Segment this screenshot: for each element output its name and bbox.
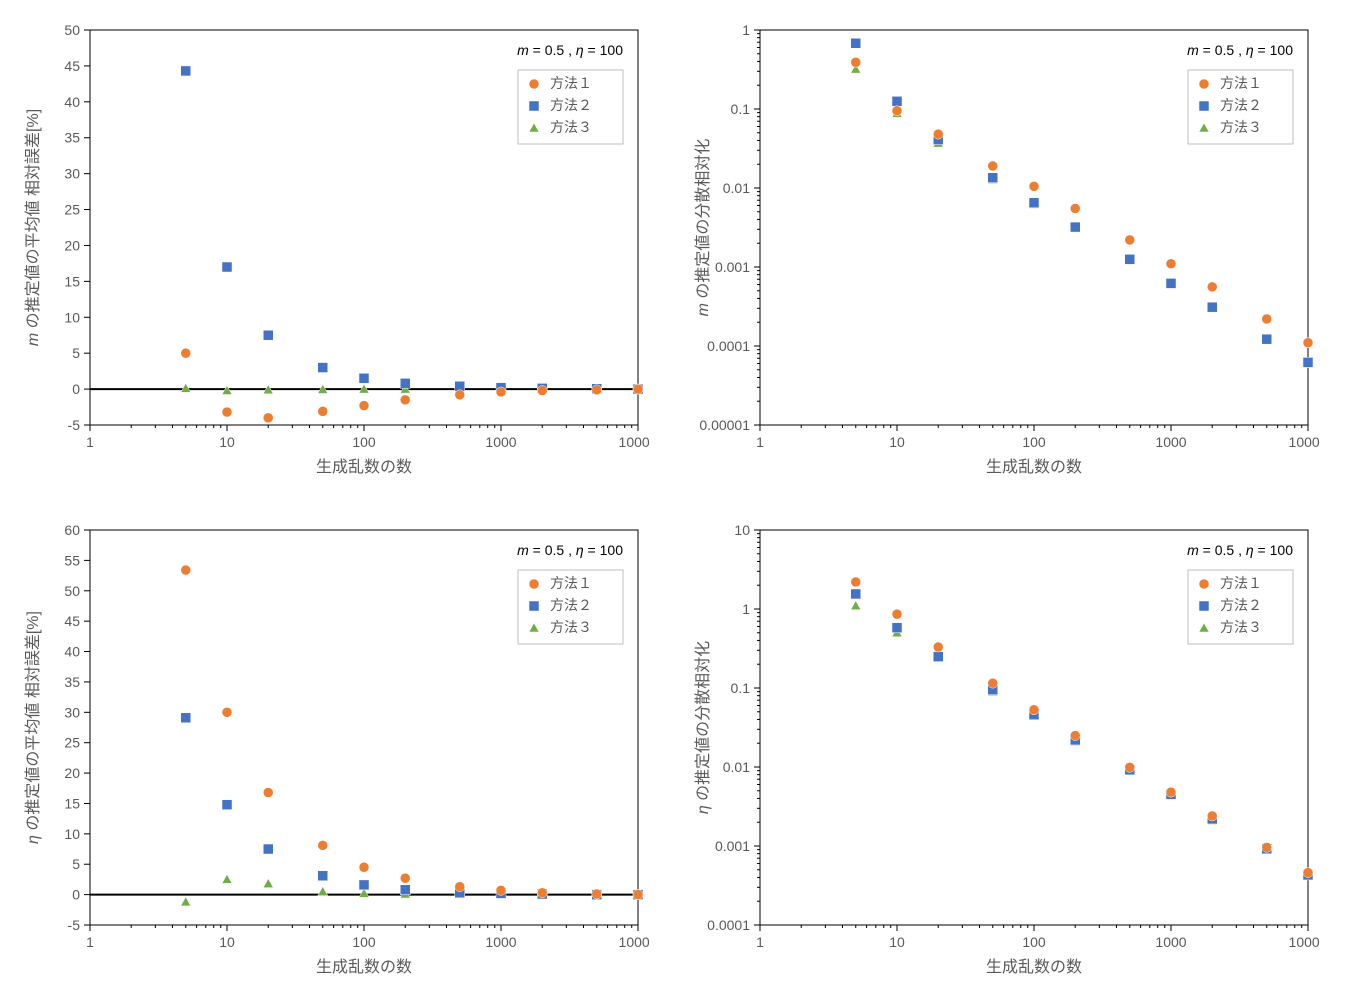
svg-text:η の推定値の分散相対化: η の推定値の分散相対化 bbox=[694, 641, 712, 814]
svg-text:25: 25 bbox=[64, 735, 80, 751]
svg-text:0: 0 bbox=[72, 887, 80, 903]
svg-text:20: 20 bbox=[64, 237, 80, 253]
svg-text:35: 35 bbox=[64, 130, 80, 146]
svg-text:100: 100 bbox=[1022, 934, 1046, 950]
svg-text:10000: 10000 bbox=[1288, 434, 1319, 450]
svg-text:m の推定値の分散相対化: m の推定値の分散相対化 bbox=[694, 139, 712, 317]
svg-text:1: 1 bbox=[756, 934, 764, 950]
svg-text:10000: 10000 bbox=[619, 434, 650, 450]
svg-text:10: 10 bbox=[734, 522, 750, 538]
svg-text:15: 15 bbox=[64, 273, 80, 289]
panel-top-left: 1 10 100 1000 10000 -5 0 5 10 15 20 25 30 35 40 45 50 生成乱… bbox=[20, 20, 660, 480]
svg-text:1: 1 bbox=[86, 434, 94, 450]
svg-text:方法３: 方法３ bbox=[1220, 619, 1262, 635]
svg-text:1000: 1000 bbox=[485, 934, 516, 950]
svg-text:40: 40 bbox=[64, 94, 80, 110]
svg-text:10000: 10000 bbox=[619, 934, 650, 950]
svg-text:10: 10 bbox=[889, 934, 905, 950]
svg-text:方法２: 方法２ bbox=[1220, 97, 1262, 113]
svg-text:20: 20 bbox=[64, 765, 80, 781]
svg-text:方法１: 方法１ bbox=[550, 75, 592, 91]
chart-svg-tr: 1 10 100 1000 10000 0.00001 0.0001 0.001 0.01 0.1… bbox=[690, 20, 1320, 480]
svg-text:方法２: 方法２ bbox=[550, 97, 592, 113]
svg-text:100: 100 bbox=[352, 934, 376, 950]
svg-text:1: 1 bbox=[742, 22, 750, 38]
svg-text:0.0001: 0.0001 bbox=[707, 917, 750, 933]
svg-text:10: 10 bbox=[889, 434, 905, 450]
chart-svg-br: 1 10 100 1000 10000 0.0001 0.001 0.01 0.1 1 10 生成乱数… bbox=[690, 520, 1320, 980]
chart-svg-tl: 1 10 100 1000 10000 -5 0 5 10 15 20 25 30 35 40 45 50 生成乱… bbox=[20, 20, 650, 480]
svg-text:5: 5 bbox=[72, 856, 80, 872]
svg-text:1000: 1000 bbox=[1155, 434, 1186, 450]
svg-text:25: 25 bbox=[64, 202, 80, 218]
svg-text:方法３: 方法３ bbox=[550, 619, 592, 635]
panel-top-right: 1 10 100 1000 10000 0.00001 0.0001 0.001 0.01 0.1… bbox=[690, 20, 1330, 480]
svg-text:10000: 10000 bbox=[1288, 934, 1319, 950]
svg-text:30: 30 bbox=[64, 166, 80, 182]
svg-text:50: 50 bbox=[64, 583, 80, 599]
svg-text:m = 0.5 , η = 100: m = 0.5 , η = 100 bbox=[1187, 42, 1293, 58]
svg-text:生成乱数の数: 生成乱数の数 bbox=[985, 458, 1081, 476]
svg-text:m = 0.5 , η = 100: m = 0.5 , η = 100 bbox=[1187, 542, 1293, 558]
svg-text:0.001: 0.001 bbox=[714, 259, 749, 275]
panel-bottom-left: 1 10 100 1000 10000 -5 0 5 10 15 20 25 30 35 40 45 50 55 6… bbox=[20, 520, 660, 980]
svg-text:m の推定値の平均値 相対誤差[%]: m の推定値の平均値 相対誤差[%] bbox=[24, 109, 42, 346]
svg-text:生成乱数の数: 生成乱数の数 bbox=[985, 958, 1081, 976]
svg-text:10: 10 bbox=[64, 826, 80, 842]
svg-text:-5: -5 bbox=[68, 917, 81, 933]
svg-text:方法３: 方法３ bbox=[1220, 119, 1262, 135]
svg-text:生成乱数の数: 生成乱数の数 bbox=[316, 958, 412, 976]
svg-text:55: 55 bbox=[64, 552, 80, 568]
svg-text:0.01: 0.01 bbox=[722, 180, 749, 196]
svg-text:1000: 1000 bbox=[485, 434, 516, 450]
svg-text:0.001: 0.001 bbox=[714, 838, 749, 854]
svg-text:方法３: 方法３ bbox=[550, 119, 592, 135]
svg-text:35: 35 bbox=[64, 674, 80, 690]
svg-text:10: 10 bbox=[219, 434, 235, 450]
svg-text:0: 0 bbox=[72, 381, 80, 397]
svg-text:0.0001: 0.0001 bbox=[707, 338, 750, 354]
svg-text:30: 30 bbox=[64, 704, 80, 720]
svg-text:0.01: 0.01 bbox=[722, 759, 749, 775]
svg-text:0.00001: 0.00001 bbox=[699, 417, 750, 433]
svg-text:60: 60 bbox=[64, 522, 80, 538]
svg-text:40: 40 bbox=[64, 644, 80, 660]
svg-text:生成乱数の数: 生成乱数の数 bbox=[316, 458, 412, 476]
svg-text:10: 10 bbox=[219, 934, 235, 950]
svg-text:50: 50 bbox=[64, 22, 80, 38]
svg-text:-5: -5 bbox=[68, 417, 81, 433]
svg-text:1: 1 bbox=[86, 934, 94, 950]
svg-text:方法２: 方法２ bbox=[550, 597, 592, 613]
svg-text:0.1: 0.1 bbox=[730, 680, 750, 696]
chart-grid: 110100100010000-505101520253035404550生成乱… bbox=[20, 20, 1329, 975]
svg-text:方法２: 方法２ bbox=[1220, 597, 1262, 613]
svg-text:100: 100 bbox=[352, 434, 376, 450]
chart-svg-bl: 1 10 100 1000 10000 -5 0 5 10 15 20 25 30 35 40 45 50 55 6… bbox=[20, 520, 650, 980]
svg-text:45: 45 bbox=[64, 613, 80, 629]
svg-text:1000: 1000 bbox=[1155, 934, 1186, 950]
svg-text:方法１: 方法１ bbox=[1220, 575, 1262, 591]
svg-text:1: 1 bbox=[756, 434, 764, 450]
svg-text:15: 15 bbox=[64, 795, 80, 811]
svg-text:方法１: 方法１ bbox=[1220, 75, 1262, 91]
panel-bottom-right: 1 10 100 1000 10000 0.0001 0.001 0.01 0.1 1 10 生成乱数… bbox=[690, 520, 1330, 980]
svg-text:η の推定値の平均値 相対誤差[%]: η の推定値の平均値 相対誤差[%] bbox=[24, 611, 42, 844]
svg-text:45: 45 bbox=[64, 58, 80, 74]
svg-text:1: 1 bbox=[742, 601, 750, 617]
svg-text:10: 10 bbox=[64, 309, 80, 325]
svg-text:0.1: 0.1 bbox=[730, 101, 750, 117]
svg-text:m = 0.5 , η = 100: m = 0.5 , η = 100 bbox=[517, 542, 623, 558]
svg-text:5: 5 bbox=[72, 345, 80, 361]
svg-text:100: 100 bbox=[1022, 434, 1046, 450]
svg-text:m = 0.5 , η = 100: m = 0.5 , η = 100 bbox=[517, 42, 623, 58]
svg-text:方法１: 方法１ bbox=[550, 575, 592, 591]
